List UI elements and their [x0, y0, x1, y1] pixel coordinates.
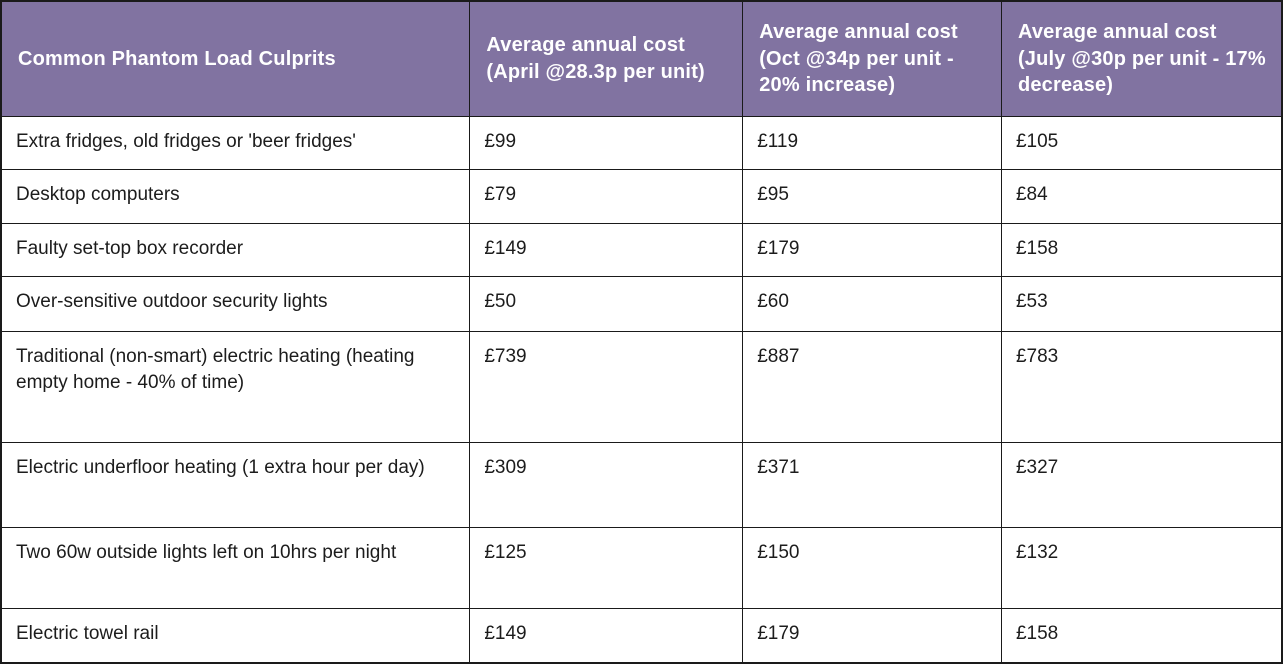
table-row: Electric towel rail £149 £179 £158: [0, 607, 1283, 664]
cost-value: £739: [469, 330, 744, 443]
cost-value: £179: [742, 607, 1002, 664]
cost-value: £105: [1000, 115, 1283, 170]
column-header-oct-cost: Average annual cost (Oct @34p per unit -…: [742, 0, 1002, 117]
cost-value: £887: [742, 330, 1002, 443]
table-body: Extra fridges, old fridges or 'beer frid…: [0, 115, 1283, 664]
header-row: Common Phantom Load Culprits Average ann…: [0, 0, 1283, 117]
cost-value: £179: [742, 222, 1002, 277]
culprit-label: Traditional (non-smart) electric heating…: [0, 330, 471, 443]
column-header-july-cost: Average annual cost (July @30p per unit …: [1000, 0, 1283, 117]
column-header-culprits: Common Phantom Load Culprits: [0, 0, 471, 117]
cost-value: £149: [469, 607, 744, 664]
culprit-label: Desktop computers: [0, 168, 471, 224]
cost-value: £371: [742, 441, 1002, 528]
culprit-label: Faulty set-top box recorder: [0, 222, 471, 277]
cost-value: £50: [469, 275, 744, 332]
culprit-label: Over-sensitive outdoor security lights: [0, 275, 471, 332]
cost-value: £79: [469, 168, 744, 224]
culprit-label: Two 60w outside lights left on 10hrs per…: [0, 526, 471, 609]
table-row: Traditional (non-smart) electric heating…: [0, 330, 1283, 443]
cost-value: £327: [1000, 441, 1283, 528]
column-header-april-cost: Average annual cost (April @28.3p per un…: [469, 0, 744, 117]
table-row: Extra fridges, old fridges or 'beer frid…: [0, 115, 1283, 170]
cost-value: £119: [742, 115, 1002, 170]
cost-value: £60: [742, 275, 1002, 332]
cost-value: £150: [742, 526, 1002, 609]
cost-value: £95: [742, 168, 1002, 224]
cost-value: £84: [1000, 168, 1283, 224]
cost-value: £309: [469, 441, 744, 528]
table-row: Electric underfloor heating (1 extra hou…: [0, 441, 1283, 528]
culprit-label: Electric towel rail: [0, 607, 471, 664]
cost-value: £125: [469, 526, 744, 609]
table-row: Desktop computers £79 £95 £84: [0, 168, 1283, 224]
cost-value: £783: [1000, 330, 1283, 443]
table-row: Two 60w outside lights left on 10hrs per…: [0, 526, 1283, 609]
cost-value: £149: [469, 222, 744, 277]
cost-value: £158: [1000, 222, 1283, 277]
cost-value: £99: [469, 115, 744, 170]
culprit-label: Electric underfloor heating (1 extra hou…: [0, 441, 471, 528]
culprit-label: Extra fridges, old fridges or 'beer frid…: [0, 115, 471, 170]
table-header: Common Phantom Load Culprits Average ann…: [0, 0, 1283, 117]
cost-value: £132: [1000, 526, 1283, 609]
cost-value: £158: [1000, 607, 1283, 664]
table-row: Faulty set-top box recorder £149 £179 £158: [0, 222, 1283, 277]
table-row: Over-sensitive outdoor security lights £5…: [0, 275, 1283, 332]
cost-value: £53: [1000, 275, 1283, 332]
